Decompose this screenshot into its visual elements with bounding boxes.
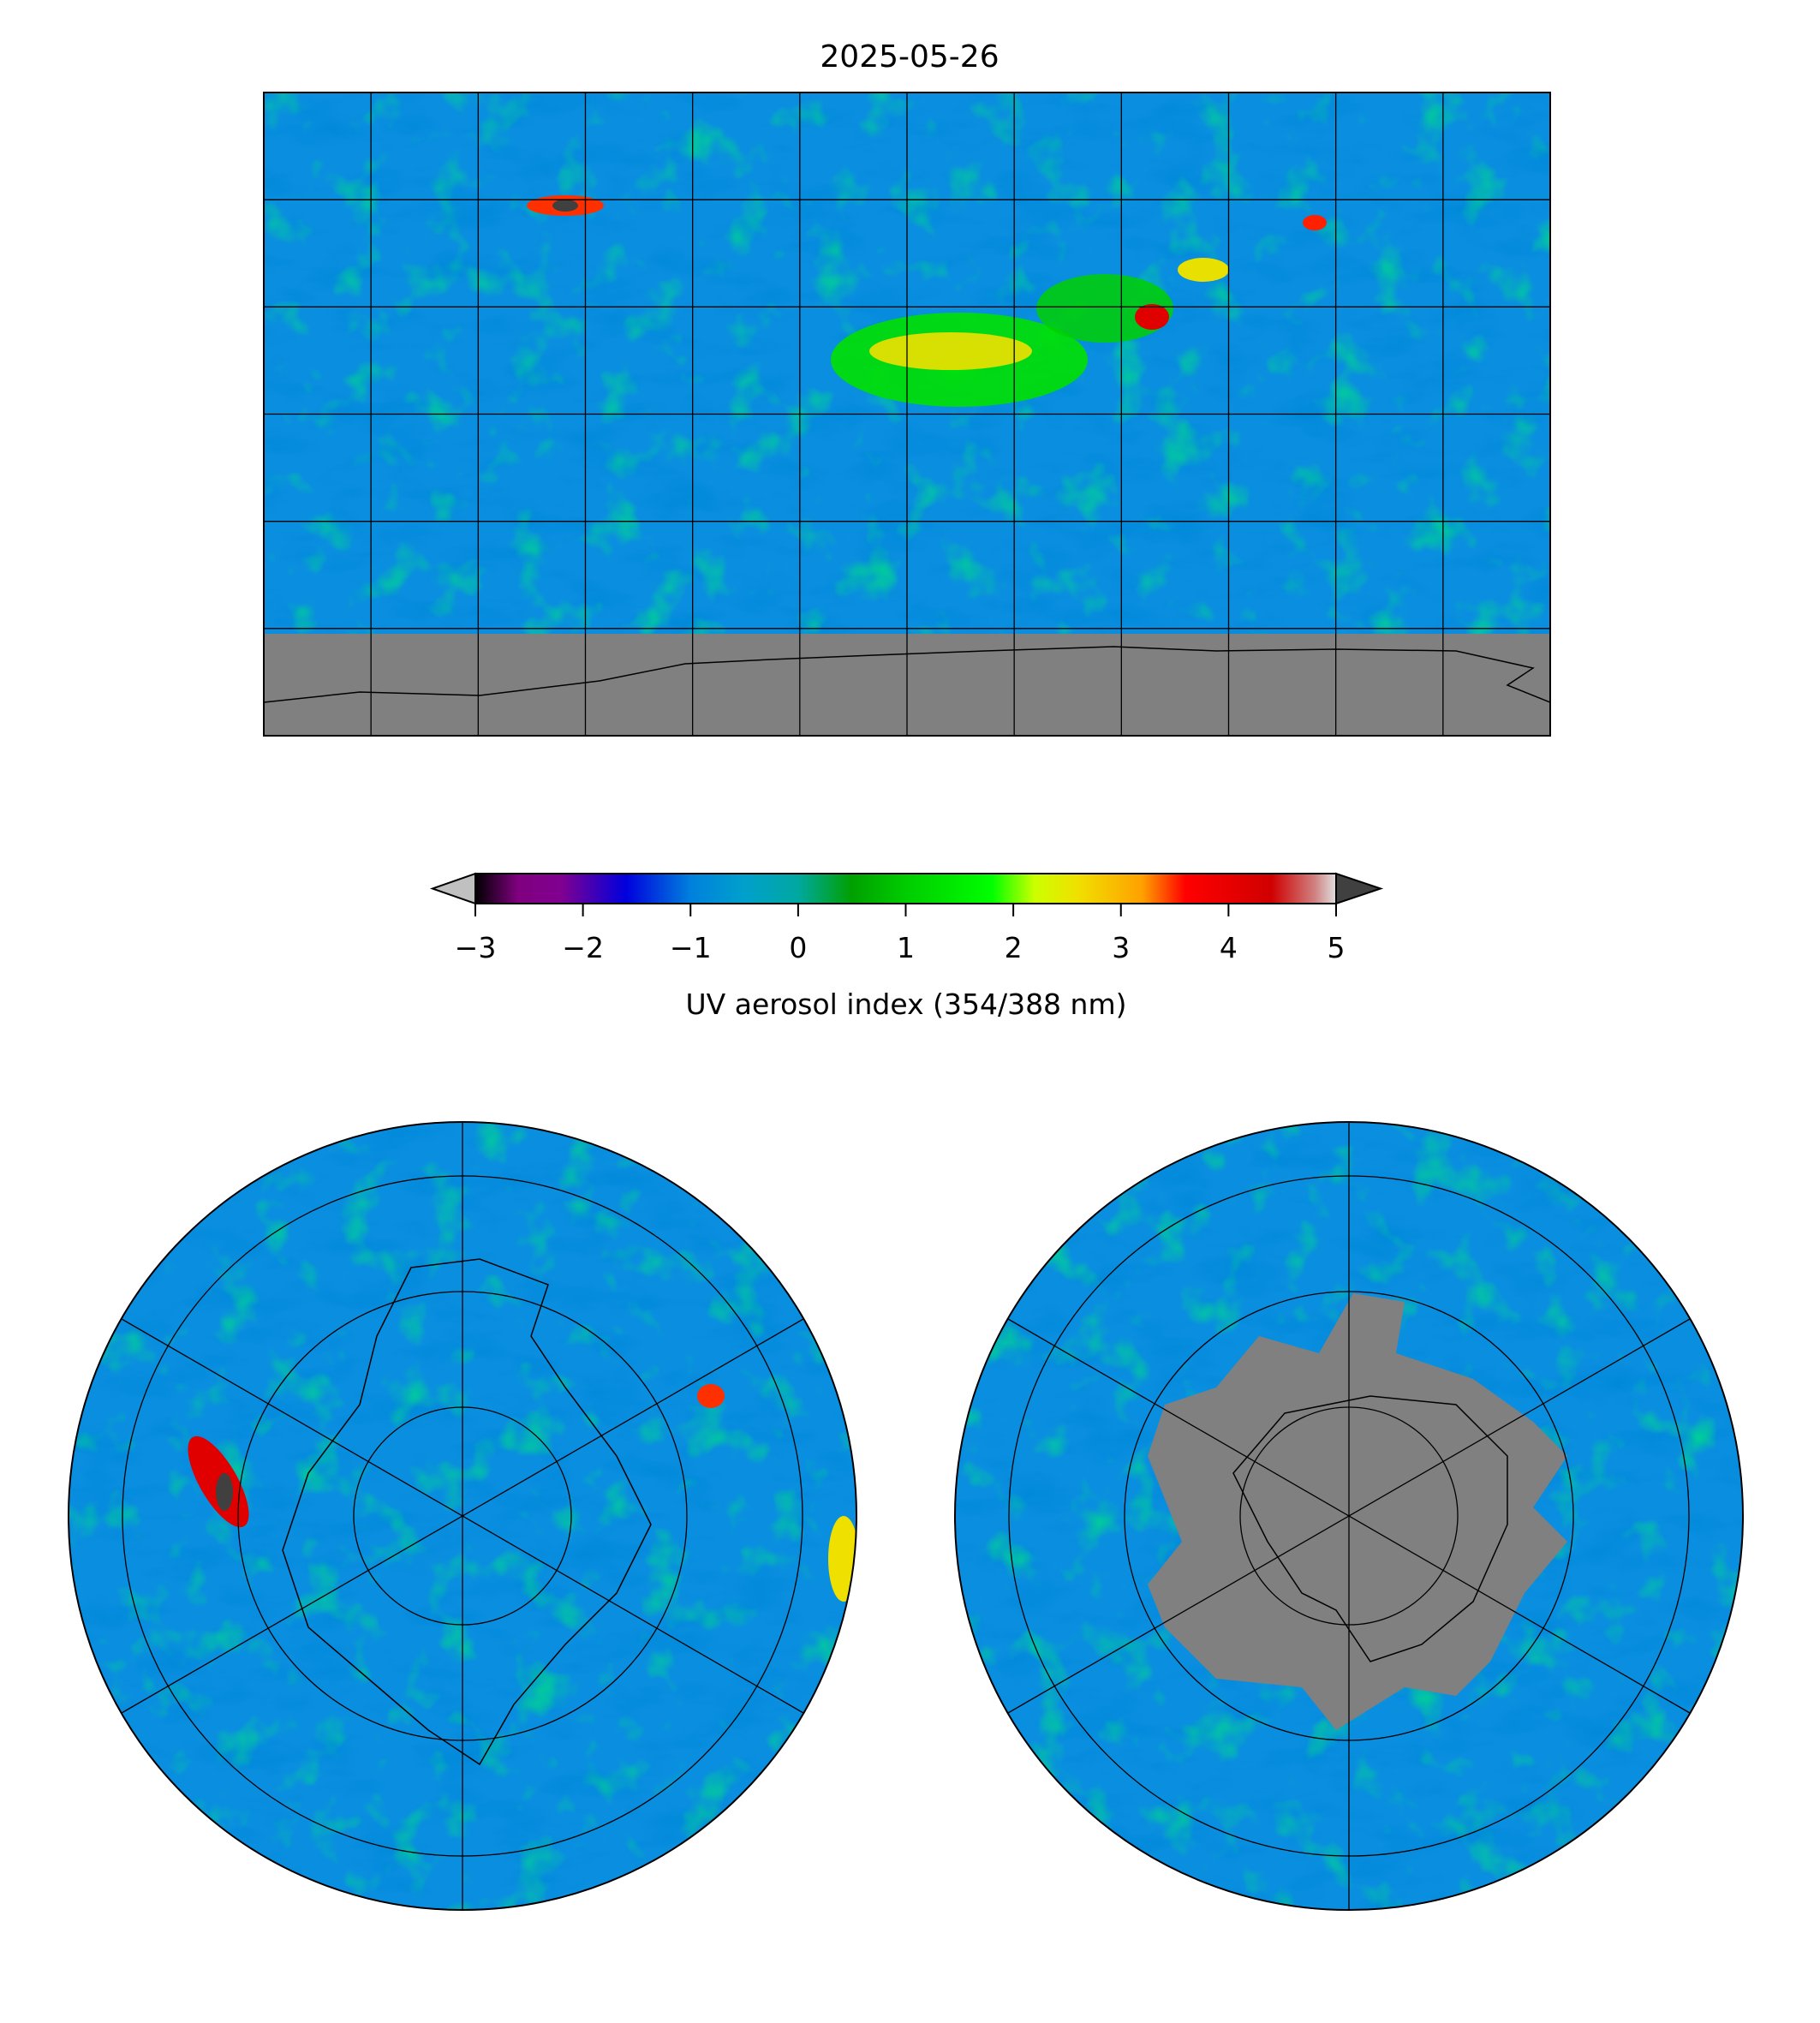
colorbar-label: UV aerosol index (354/388 nm) [686,988,1127,1021]
antarctica-no-data [1148,1293,1567,1730]
global-map-frame [263,92,1551,737]
colorbar-over-extension [1335,872,1384,905]
colorbar: −3 −2 −1 0 1 2 3 4 5 UV aerosol index (354/388 n… [429,872,1384,1021]
siberia-smoke [1303,215,1327,230]
colorbar-ticks: −3 −2 −1 0 1 2 3 4 5 [455,904,1346,964]
canada-smoke-core [552,200,578,212]
asia-dust [1178,258,1229,282]
global-map [264,92,1550,736]
colorbar-tick-label: 3 [1112,931,1130,964]
figure-title: 2025-05-26 [820,39,999,75]
smoke-plume-asia [697,1384,725,1408]
india-dust [1135,304,1169,330]
north-polar-map [69,1122,856,1910]
colorbar-under-extension [429,872,476,905]
north-polar-frame [68,1121,857,1911]
antarctica-coastline [1232,1395,1508,1662]
colorbar-tick-label: −3 [455,931,497,964]
colorbar-tick-label: −2 [562,931,604,964]
colorbar-tick-label: 1 [897,931,915,964]
colorbar-tick-label: −1 [670,931,712,964]
gridlines [264,92,1550,736]
colorbar-tick-label: 0 [789,931,807,964]
colorbar-tick-label: 2 [1005,931,1023,964]
colorbar-tick-label: 4 [1220,931,1238,964]
arctic-coastline [282,1258,652,1766]
arabia-dust [1036,274,1173,343]
south-polar-frame [954,1121,1744,1911]
antarctica-coastline [264,646,1550,703]
colorbar-tick-label: 5 [1328,931,1346,964]
south-polar-map [955,1122,1743,1910]
colorbar-gradient [474,873,1337,904]
sahara-dust-core [869,332,1032,370]
